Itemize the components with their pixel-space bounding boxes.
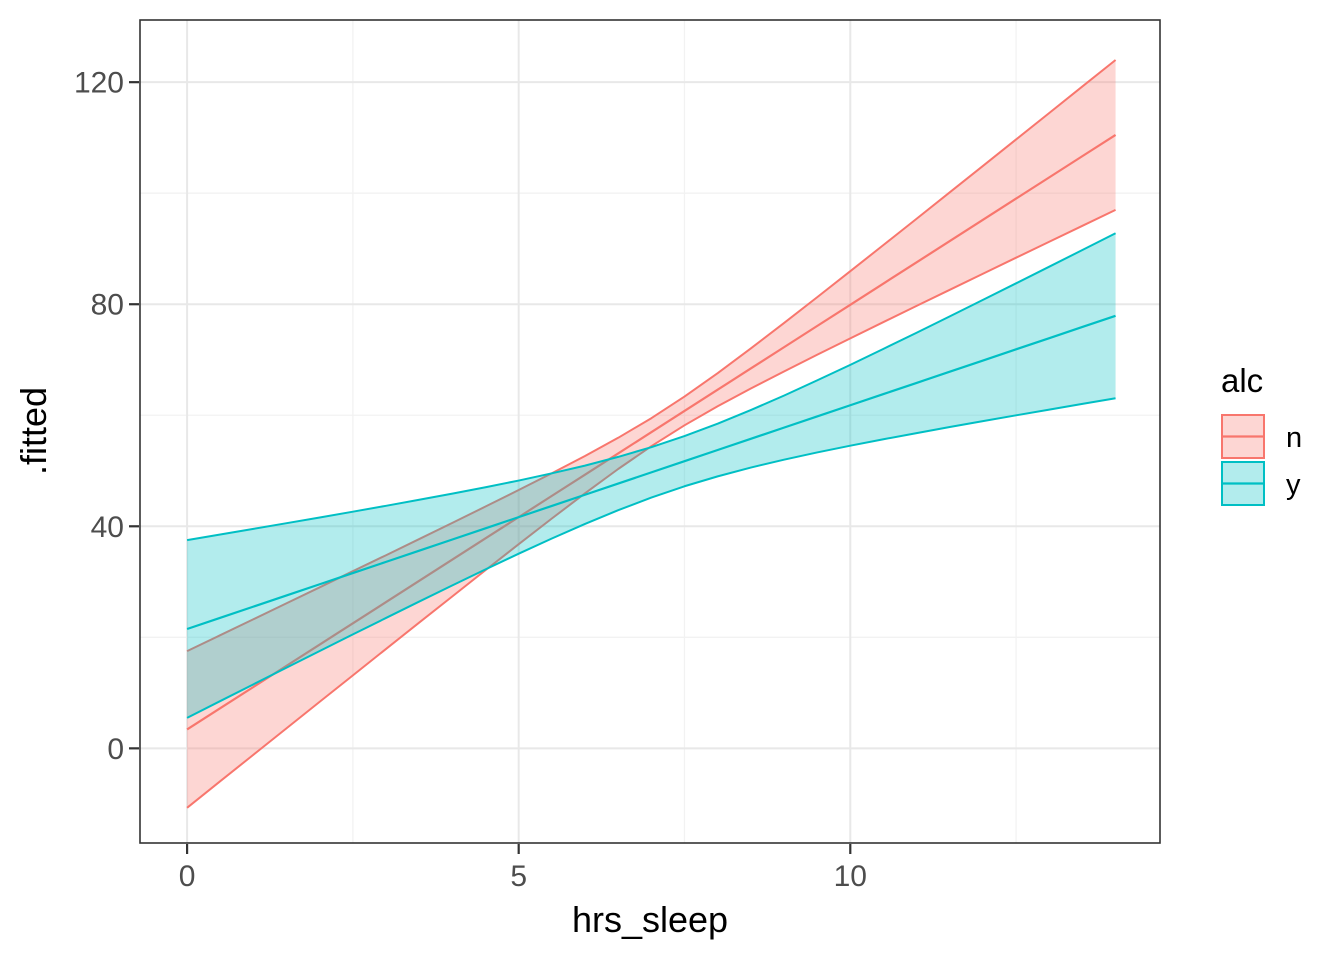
axis-layer: 0 5 10 0 40 80 120 [74, 67, 867, 893]
legend-title: alc [1221, 362, 1263, 399]
legend-label-y: y [1286, 469, 1301, 501]
y-axis-title: .fitted [13, 387, 54, 475]
series-layer [186, 59, 1117, 809]
ci-lower-line-y [186, 397, 1116, 719]
grid-layer [140, 20, 1160, 843]
legend: alc n y [1221, 362, 1302, 506]
y-tick-label: 80 [91, 289, 124, 322]
fitted-line-n [186, 133, 1117, 731]
panel-border [139, 19, 1161, 844]
y-tick-label: 120 [74, 67, 124, 100]
x-tick-label: 0 [179, 860, 196, 893]
ribbon-y [187, 233, 1116, 718]
ribbon-n [187, 59, 1116, 808]
x-axis-title: hrs_sleep [572, 899, 728, 940]
panel-background [140, 20, 1160, 843]
legend-label-n: n [1286, 422, 1302, 454]
ci-upper-line-y [186, 232, 1117, 542]
fitted-line-y [186, 314, 1116, 631]
y-tick-label: 0 [107, 733, 124, 766]
x-tick-label: 5 [510, 860, 527, 893]
x-tick-label: 10 [834, 860, 867, 893]
y-tick-label: 40 [91, 511, 124, 544]
